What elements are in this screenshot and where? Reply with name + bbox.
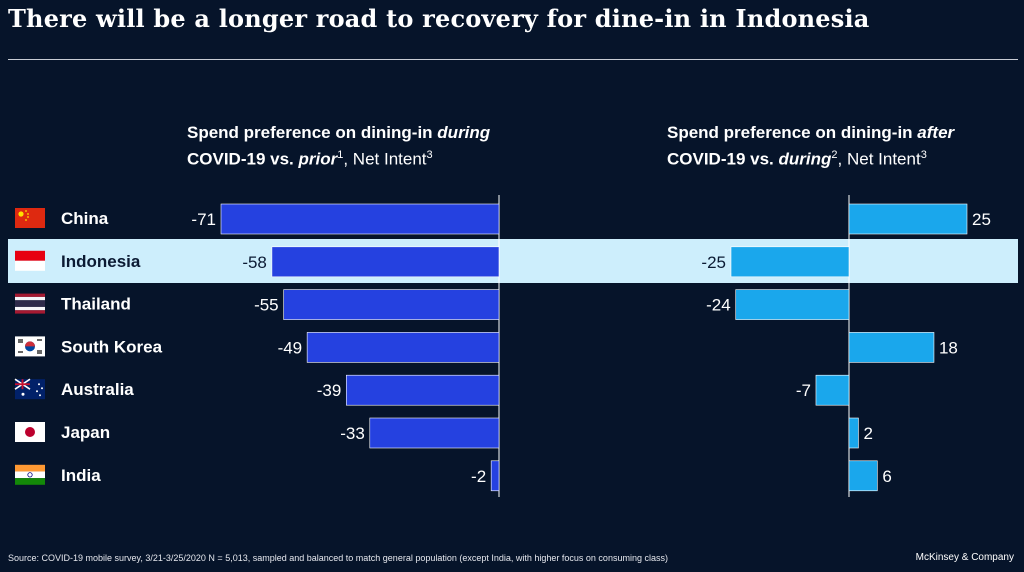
title-divider	[8, 59, 1018, 60]
right-bar-indonesia	[730, 246, 850, 278]
left-value-label-thailand: -55	[254, 296, 279, 315]
japan-flag-icon	[15, 422, 45, 442]
right-value-label-thailand: -24	[706, 296, 731, 315]
right-value-label-india: 6	[882, 467, 891, 486]
india-flag-icon	[15, 464, 45, 485]
right-bar-india	[848, 460, 878, 492]
left-bar-china	[220, 203, 500, 235]
left-bar-japan	[369, 417, 500, 449]
right-bar-australia	[815, 374, 850, 406]
left-bar-india	[490, 460, 500, 492]
right-panel-heading: Spend preference on dining-in after COVI…	[667, 123, 955, 169]
left-value-label-japan: -33	[340, 424, 365, 443]
left-value-label-australia: -39	[317, 381, 342, 400]
thailand-flag-icon	[15, 293, 45, 314]
country-label-china: China	[61, 209, 109, 228]
highlight-row-indonesia	[8, 239, 1018, 283]
page-title: There will be a longer road to recovery …	[8, 4, 870, 33]
left-value-label-china: -71	[191, 210, 216, 229]
country-label-thailand: Thailand	[61, 295, 131, 314]
right-bar-south-korea	[848, 332, 935, 363]
right-value-label-japan: 2	[863, 424, 872, 443]
left-panel-heading: Spend preference on dining-in during COV…	[187, 123, 491, 169]
country-label-india: India	[61, 466, 101, 485]
left-bar-indonesia	[271, 246, 500, 278]
right-bar-thailand	[735, 289, 850, 320]
country-label-australia: Australia	[61, 380, 134, 399]
left-bar-australia	[345, 374, 500, 406]
left-value-label-indonesia: -58	[242, 253, 267, 272]
south-korea-flag-icon	[15, 336, 45, 357]
left-value-label-india: -2	[471, 467, 486, 486]
right-value-label-australia: -7	[796, 381, 811, 400]
left-bar-south-korea	[306, 332, 500, 363]
china-flag-icon	[15, 208, 45, 228]
source-note: Source: COVID-19 mobile survey, 3/21-3/2…	[8, 553, 668, 563]
australia-flag-icon	[14, 378, 45, 400]
right-value-label-china: 25	[972, 210, 991, 229]
left-value-label-south-korea: -49	[278, 338, 303, 357]
indonesia-flag-icon	[15, 250, 45, 271]
country-label-south-korea: South Korea	[61, 337, 163, 356]
right-value-label-indonesia: -25	[701, 253, 726, 272]
left-bar-thailand	[283, 289, 500, 320]
country-label-indonesia: Indonesia	[61, 252, 141, 271]
brand-label: McKinsey & Company	[915, 552, 1014, 563]
country-label-japan: Japan	[61, 423, 110, 442]
right-value-label-south-korea: 18	[939, 338, 958, 357]
right-bar-japan	[848, 417, 859, 449]
right-bar-china	[848, 203, 968, 235]
